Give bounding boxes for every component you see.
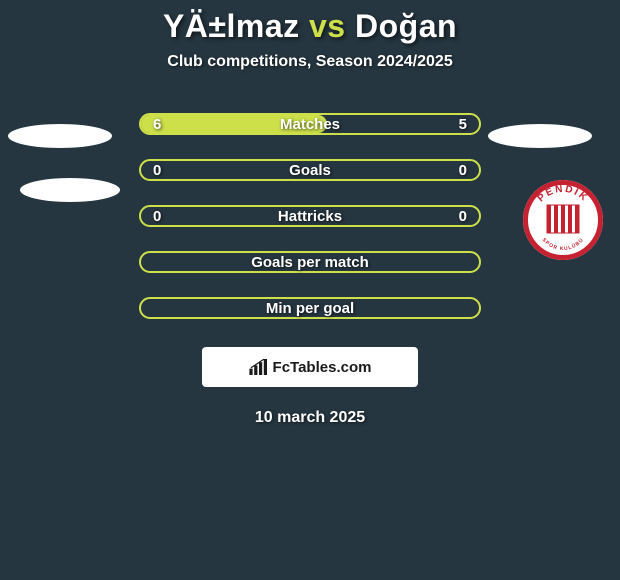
vs-word: vs [309, 8, 346, 44]
chart-icon [249, 359, 269, 375]
stat-label: Goals per match [251, 254, 369, 271]
stat-label: Matches [280, 116, 340, 133]
stat-label: Min per goal [266, 300, 354, 317]
right-ellipse [488, 124, 592, 148]
stat-label: Hattricks [278, 208, 342, 225]
footer-badge[interactable]: FcTables.com [202, 347, 418, 387]
stat-value-right: 5 [459, 116, 467, 133]
player2-name: Doğan [355, 8, 457, 44]
stat-value-right: 0 [459, 208, 467, 225]
stat-row: 6 5 Matches [139, 113, 481, 135]
stat-value-left: 0 [153, 208, 161, 225]
stat-row: 0 0 Goals [139, 159, 481, 181]
stat-value-left: 0 [153, 162, 161, 179]
stat-row: Min per goal [139, 297, 481, 319]
stat-value-right: 0 [459, 162, 467, 179]
stat-row: 0 0 Hattricks [139, 205, 481, 227]
player1-name: YÄ±lmaz [163, 8, 300, 44]
footer-date: 10 march 2025 [0, 409, 620, 427]
stat-value-left: 6 [153, 116, 161, 133]
left-ellipse-2 [20, 178, 120, 202]
subtitle: Club competitions, Season 2024/2025 [0, 53, 620, 71]
left-ellipse-1 [8, 124, 112, 148]
page-title: YÄ±lmaz vs Doğan [0, 8, 620, 45]
content: YÄ±lmaz vs Doğan Club competitions, Seas… [0, 0, 620, 580]
stat-label: Goals [289, 162, 331, 179]
club-crest: PENDİK SPOR KULÜBÜ [523, 180, 603, 260]
footer-text: FcTables.com [273, 359, 372, 376]
stat-row: Goals per match [139, 251, 481, 273]
